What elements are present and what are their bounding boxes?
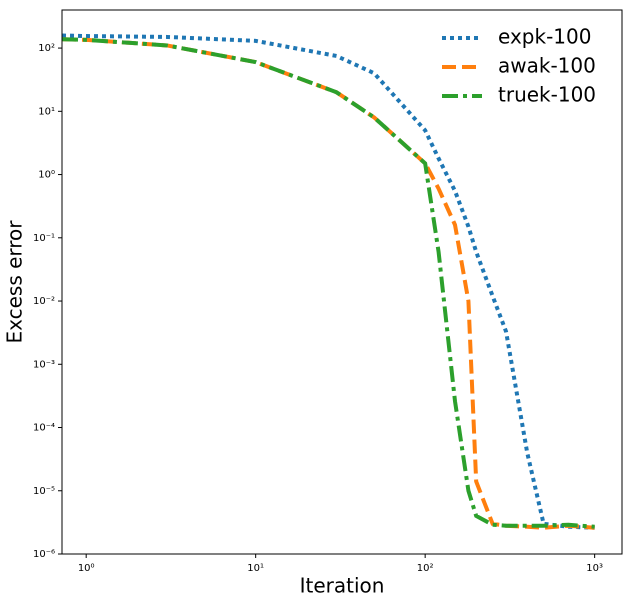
y-tick-label: 10⁻³ [33,359,55,370]
y-axis-label: Excess error [3,220,27,344]
x-tick-label: 10² [417,563,434,574]
y-tick-label: 10⁻¹ [33,233,55,244]
x-axis-label: Iteration [300,574,385,598]
series-line [62,37,595,529]
x-tick-label: 10⁰ [78,563,95,574]
y-tick-label: 10² [38,43,55,54]
x-tick-label: 10¹ [247,563,264,574]
y-tick-label: 10⁻⁴ [33,423,55,434]
y-tick-label: 10¹ [38,106,55,117]
series-line [62,37,595,530]
legend-label: truek-100 [498,83,596,107]
series-line [62,33,595,530]
legend-label: expk-100 [498,25,591,49]
y-tick-label: 10⁻⁵ [33,486,55,497]
y-tick-label: 10⁻² [33,296,55,307]
y-tick-label: 10⁻⁶ [33,549,55,560]
plot-frame [61,9,623,555]
x-tick-label: 10³ [586,563,603,574]
y-tick-label: 10⁰ [38,170,55,181]
legend-label: awak-100 [498,54,596,78]
